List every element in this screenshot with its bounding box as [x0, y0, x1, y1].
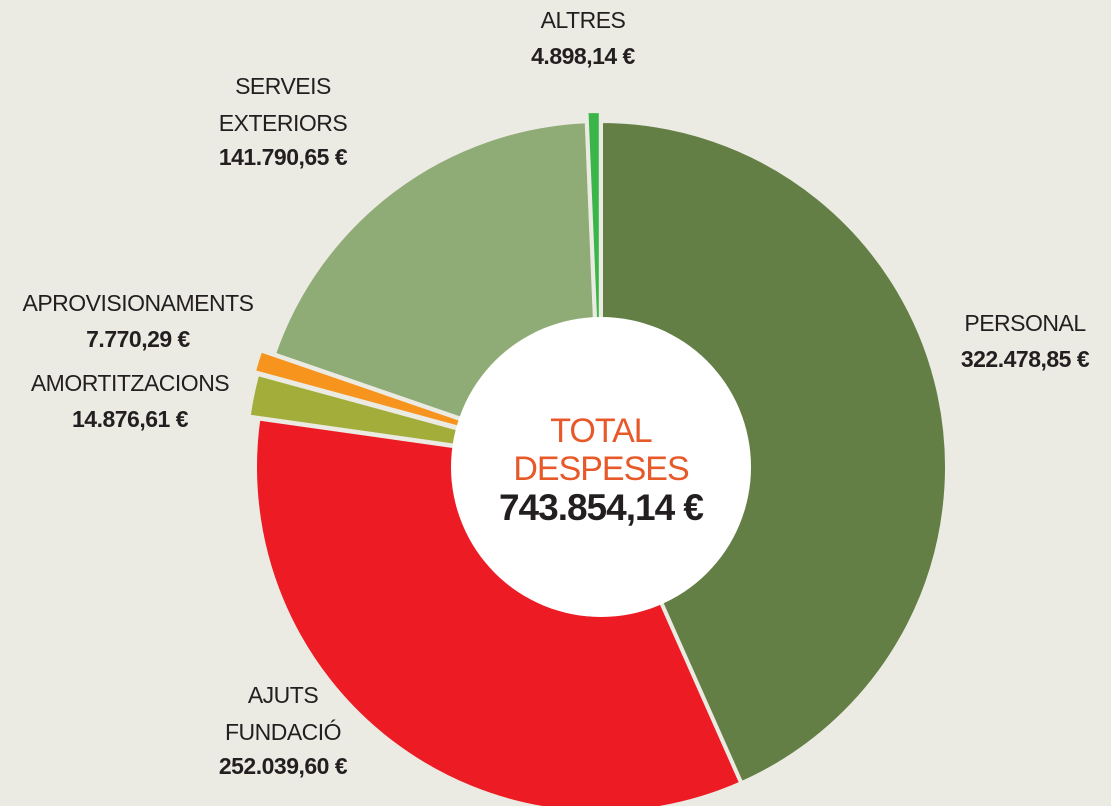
category-label: SERVEIS EXTERIORS: [219, 73, 348, 136]
value-label: 7.770,29 €: [86, 326, 190, 352]
category-label: AMORTITZACIONS: [31, 370, 229, 396]
total-value: 743.854,14 €: [499, 487, 703, 528]
value-label: 141.790,65 €: [219, 144, 348, 170]
category-label: PERSONAL: [964, 310, 1086, 336]
category-label: ALTRES: [541, 7, 626, 33]
slice: [599, 119, 949, 786]
value-label: 14.876,61 €: [72, 406, 189, 432]
category-label: APROVISIONAMENTS: [23, 290, 254, 316]
value-label: 252.039,60 €: [219, 753, 348, 779]
center-hole: [451, 317, 751, 617]
category-label: AJUTS FUNDACIÓ: [225, 682, 341, 745]
value-label: 4.898,14 €: [531, 43, 635, 69]
value-label: 322.478,85 €: [961, 346, 1090, 372]
total-label: TOTAL DESPESES: [513, 412, 689, 488]
